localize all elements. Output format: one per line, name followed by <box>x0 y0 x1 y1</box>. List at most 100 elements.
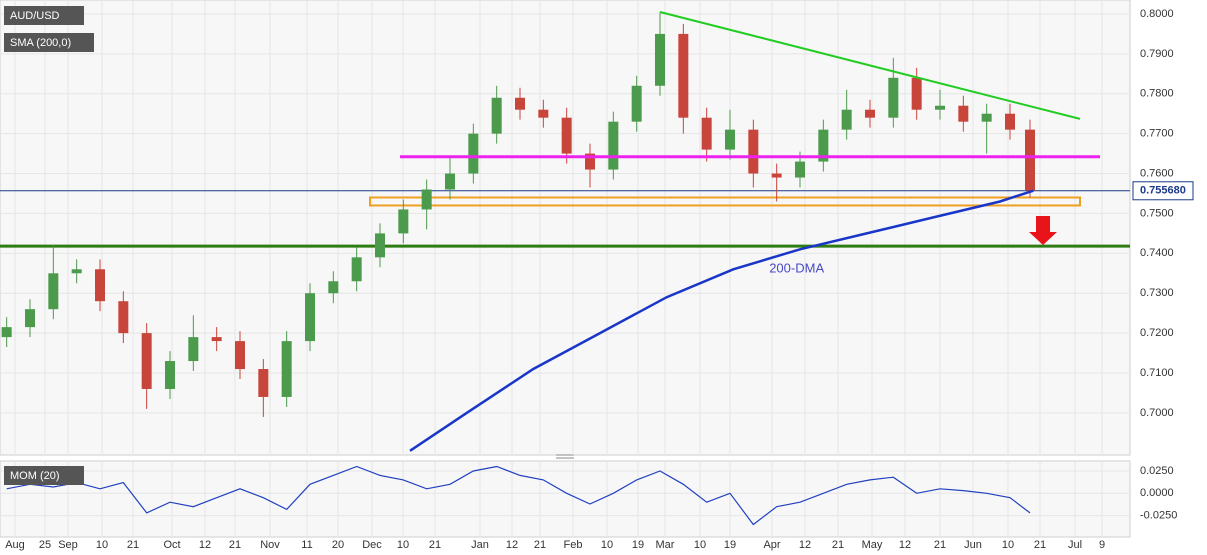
x-tick-label: Apr <box>763 539 780 551</box>
x-tick-label: Feb <box>564 539 583 551</box>
candle-body <box>398 209 409 234</box>
y-tick-label: 0.0000 <box>1140 487 1174 499</box>
candle-body <box>421 189 432 210</box>
candle-body <box>678 33 689 118</box>
x-tick-label: Aug <box>5 539 25 551</box>
price-panel <box>0 0 1131 456</box>
candle-body <box>1005 113 1015 130</box>
candle-body <box>865 109 875 118</box>
candle-body <box>25 309 35 328</box>
support-zone <box>369 196 1081 207</box>
candle-body <box>118 301 129 334</box>
x-tick-label: 21 <box>127 539 139 551</box>
legend-box <box>4 466 84 485</box>
legend-box <box>4 33 94 52</box>
candle-body <box>771 173 782 178</box>
y-tick-label: 0.7500 <box>1140 207 1174 219</box>
x-tick-label: 21 <box>832 539 844 551</box>
legend-box <box>4 6 84 25</box>
candle-body <box>305 293 315 342</box>
candle-body <box>561 117 572 154</box>
legend-title: AUD/USD <box>10 10 60 22</box>
candle-body <box>1 327 12 338</box>
candle-body <box>258 369 269 397</box>
candle-body <box>818 129 829 162</box>
candle-body <box>655 33 665 86</box>
candle-body <box>981 113 992 122</box>
x-tick-label: May <box>862 539 883 551</box>
last-price-box <box>1132 181 1194 201</box>
down-arrow <box>1029 216 1057 245</box>
y-tick-label: 0.8000 <box>1140 8 1174 20</box>
x-tick-label: 12 <box>199 539 211 551</box>
candle-body <box>48 273 59 310</box>
candle-body <box>491 97 502 134</box>
candle-body <box>165 361 175 389</box>
candle-body <box>188 337 199 362</box>
x-tick-label: 21 <box>229 539 241 551</box>
candle-body <box>795 161 805 178</box>
annotation: 200-DMA <box>769 261 824 276</box>
candle-body <box>515 97 525 110</box>
plot: 200-DMA 0.755680 <box>0 11 1194 526</box>
candle-body <box>328 281 339 294</box>
y-tick-label: 0.7800 <box>1140 88 1174 100</box>
x-tick-label: Jun <box>964 539 982 551</box>
candle-body <box>841 109 852 130</box>
x-tick-label: 10 <box>694 539 706 551</box>
candle-body <box>71 269 82 274</box>
x-tick-label: 21 <box>934 539 946 551</box>
candle-body <box>748 129 759 174</box>
x-tick-label: Nov <box>260 539 280 551</box>
last-price-label: 0.755680 <box>1140 185 1186 197</box>
y-tick-label: -0.0250 <box>1140 510 1177 522</box>
candle-body <box>1025 129 1035 191</box>
candle-body <box>445 173 455 190</box>
grid: 0.7000 0.7100 0.7200 0.7300 0.7400 0.7500 0.76… <box>0 0 1177 551</box>
x-tick-label: 12 <box>506 539 518 551</box>
x-tick-label: 10 <box>601 539 613 551</box>
candle-body <box>888 77 899 118</box>
y-tick-label: 0.7300 <box>1140 287 1174 299</box>
candle-body <box>375 233 385 258</box>
y-tick-label: 0.7100 <box>1140 367 1174 379</box>
x-tick-label: 10 <box>96 539 108 551</box>
y-tick-label: 0.7400 <box>1140 247 1174 259</box>
trendline <box>659 11 1081 120</box>
y-tick-label: 0.0250 <box>1140 465 1174 477</box>
y-tick-label: 0.7700 <box>1140 128 1174 140</box>
x-tick-label: Sep <box>58 539 78 551</box>
x-tick-label: 9 <box>1099 539 1105 551</box>
x-tick-label: Dec <box>362 539 382 551</box>
candle-body <box>281 341 292 397</box>
x-tick-label: 10 <box>1002 539 1014 551</box>
candle-body <box>911 77 922 110</box>
x-tick-label: 10 <box>397 539 409 551</box>
candle-body <box>95 269 105 302</box>
x-tick-label: 20 <box>332 539 344 551</box>
x-tick-label: 12 <box>899 539 911 551</box>
candle-body <box>725 129 735 150</box>
x-tick-label: Oct <box>163 539 180 551</box>
candle-body <box>351 257 362 282</box>
x-tick-label: Jan <box>471 539 489 551</box>
sma-line <box>409 189 1034 452</box>
candle-body <box>608 121 619 170</box>
y-tick-label: 0.7000 <box>1140 407 1174 419</box>
x-tick-label: 19 <box>632 539 644 551</box>
candle-body <box>211 337 222 342</box>
x-tick-label: 19 <box>724 539 736 551</box>
legend-momentum: MOM (20) <box>10 470 60 482</box>
candle-body <box>141 333 152 389</box>
candle-body <box>701 117 712 150</box>
candle-body <box>538 109 549 118</box>
candle-body <box>631 85 642 122</box>
momentum-line <box>6 465 1031 526</box>
x-tick-label: 21 <box>1034 539 1046 551</box>
candle-body <box>935 105 945 110</box>
candle-body <box>468 133 479 174</box>
x-tick-label: 21 <box>429 539 441 551</box>
legend-sma: SMA (200,0) <box>10 37 71 49</box>
